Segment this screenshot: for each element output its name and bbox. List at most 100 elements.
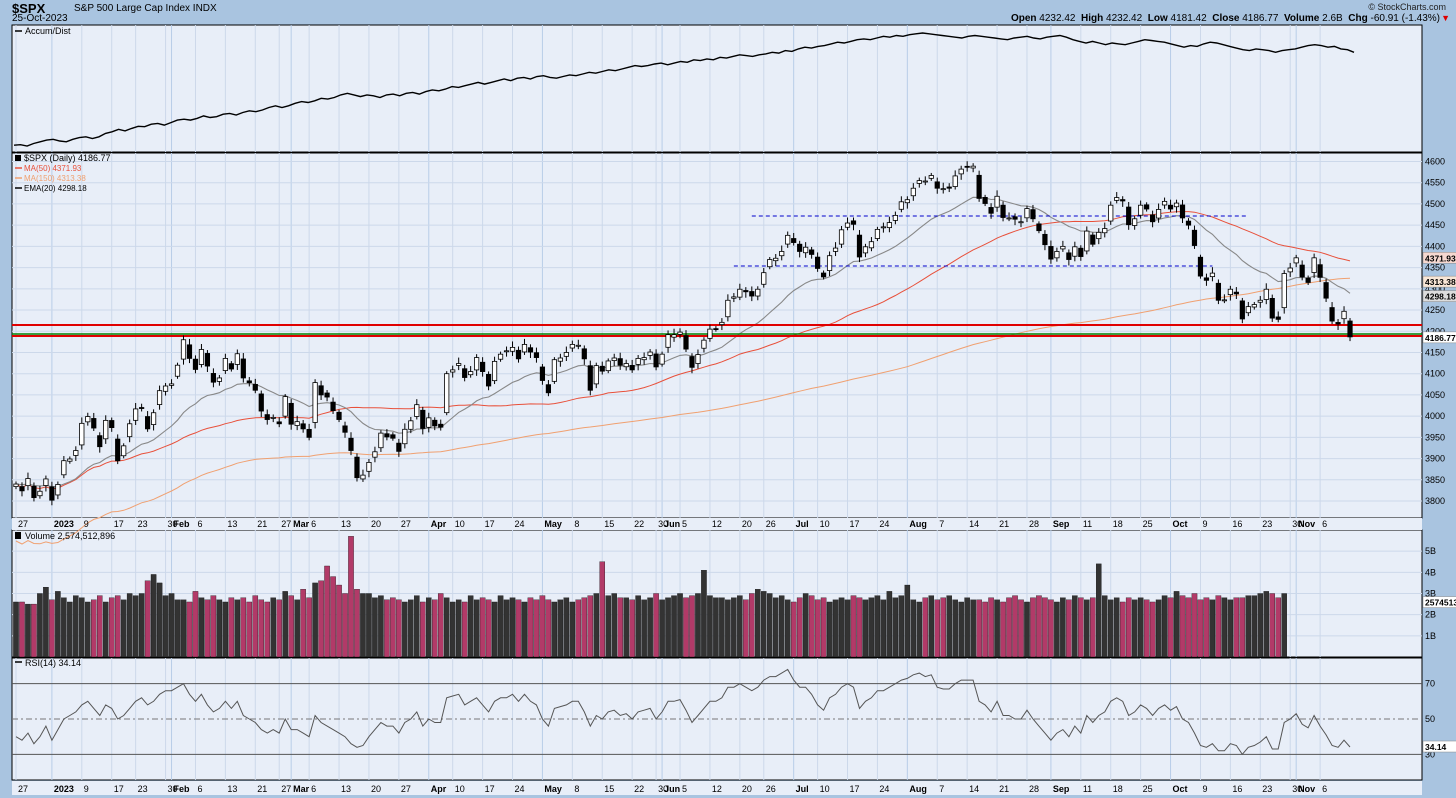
volume-bar [904, 584, 911, 658]
volume-bar [1066, 599, 1072, 658]
volume-bar [1006, 597, 1012, 658]
volume-bar [922, 597, 929, 658]
candle [1078, 247, 1084, 257]
candle [647, 351, 653, 356]
candle [862, 246, 869, 254]
x-tick-label: 22 [634, 519, 644, 529]
candle [432, 419, 438, 427]
candle [408, 420, 414, 430]
volume-bar [318, 580, 324, 658]
candle [312, 382, 318, 423]
x-tick-label: 24 [515, 784, 525, 794]
volume-bar [13, 601, 19, 658]
x-tick-label: 30 [168, 519, 178, 529]
candle [1108, 204, 1114, 222]
candle [450, 369, 456, 373]
x-tick-label: 20 [371, 519, 381, 529]
candle [294, 421, 300, 426]
volume-bar [294, 599, 300, 658]
volume-bar [234, 599, 241, 658]
x-tick-label: Jun [664, 519, 680, 529]
candle [43, 478, 49, 486]
candle [1305, 277, 1311, 283]
candle [79, 422, 85, 446]
x-tick-label: 27 [281, 784, 291, 794]
candle [671, 334, 677, 338]
candle [444, 373, 450, 414]
volume-bar [414, 595, 420, 658]
candle [1173, 202, 1180, 208]
x-tick-label: 14 [969, 784, 979, 794]
volume-bar [1090, 597, 1096, 658]
candle [318, 385, 324, 396]
volume-bar [372, 597, 378, 658]
volume-bar [521, 601, 528, 658]
candle [384, 433, 390, 438]
price-tick-label: 3800 [1425, 496, 1445, 506]
volume-bar [1191, 593, 1198, 658]
candle [695, 354, 701, 364]
volume-bar [252, 595, 259, 658]
candle [803, 246, 809, 254]
candle [1179, 204, 1186, 219]
candle [348, 437, 354, 451]
price-tick-label: 4300 [1425, 284, 1445, 294]
candle [1120, 199, 1126, 202]
candle [61, 460, 67, 476]
candle [1090, 234, 1096, 245]
candle [1233, 291, 1239, 295]
candle [1048, 246, 1054, 260]
volume-bar [964, 597, 970, 658]
candle [474, 357, 480, 371]
volume-bar [1209, 599, 1216, 658]
volume-bar [156, 582, 163, 658]
price-tick-label: 3950 [1425, 432, 1445, 442]
volume-bar [515, 599, 522, 658]
candle [73, 450, 79, 456]
candle [1287, 267, 1293, 273]
candle [952, 175, 958, 187]
volume-bar [1227, 599, 1234, 658]
volume-bar [575, 599, 582, 658]
volume-bar [1042, 597, 1048, 658]
credit-link[interactable]: © StockCharts.com [1368, 2, 1446, 12]
volume-bar [120, 599, 127, 658]
candle [958, 168, 964, 175]
volume-bar [545, 599, 552, 658]
x-tick-label: 27 [18, 519, 28, 529]
x-tick-label: 15 [604, 519, 614, 529]
candle [689, 356, 695, 368]
price-tick-label: 4250 [1425, 305, 1445, 315]
candle [581, 348, 587, 360]
legend-swatch [15, 155, 21, 161]
volume-bar [599, 561, 606, 658]
x-tick-label: Oct [1173, 519, 1188, 529]
candle [653, 353, 659, 368]
candle [354, 456, 360, 479]
volume-bar [467, 595, 474, 658]
candle [420, 409, 426, 429]
chart-header: $SPX S&P 500 Large Cap Index INDX 25-Oct… [0, 0, 1456, 24]
candle [737, 288, 743, 298]
x-tick-label: Feb [174, 784, 191, 794]
x-tick-label: 7 [939, 519, 944, 529]
volume-bar [976, 599, 982, 658]
x-tick-label: 28 [1029, 784, 1039, 794]
volume-bar [587, 595, 594, 658]
candle [1335, 322, 1341, 325]
volume-bar [826, 601, 833, 658]
candle [593, 365, 599, 385]
volume-tick-label: 5B [1425, 546, 1436, 556]
volume-bar [55, 591, 61, 658]
x-tick-label: 2023 [54, 519, 74, 529]
volume-bar [982, 601, 988, 658]
volume-bar [802, 593, 809, 658]
candle [797, 243, 803, 252]
candle [701, 339, 707, 349]
volume-bar [198, 597, 205, 658]
candle [1347, 320, 1353, 338]
candle [186, 344, 193, 359]
x-tick-label: Nov [1298, 519, 1315, 529]
volume-bar [258, 599, 265, 658]
x-tick-label: 9 [1202, 784, 1207, 794]
